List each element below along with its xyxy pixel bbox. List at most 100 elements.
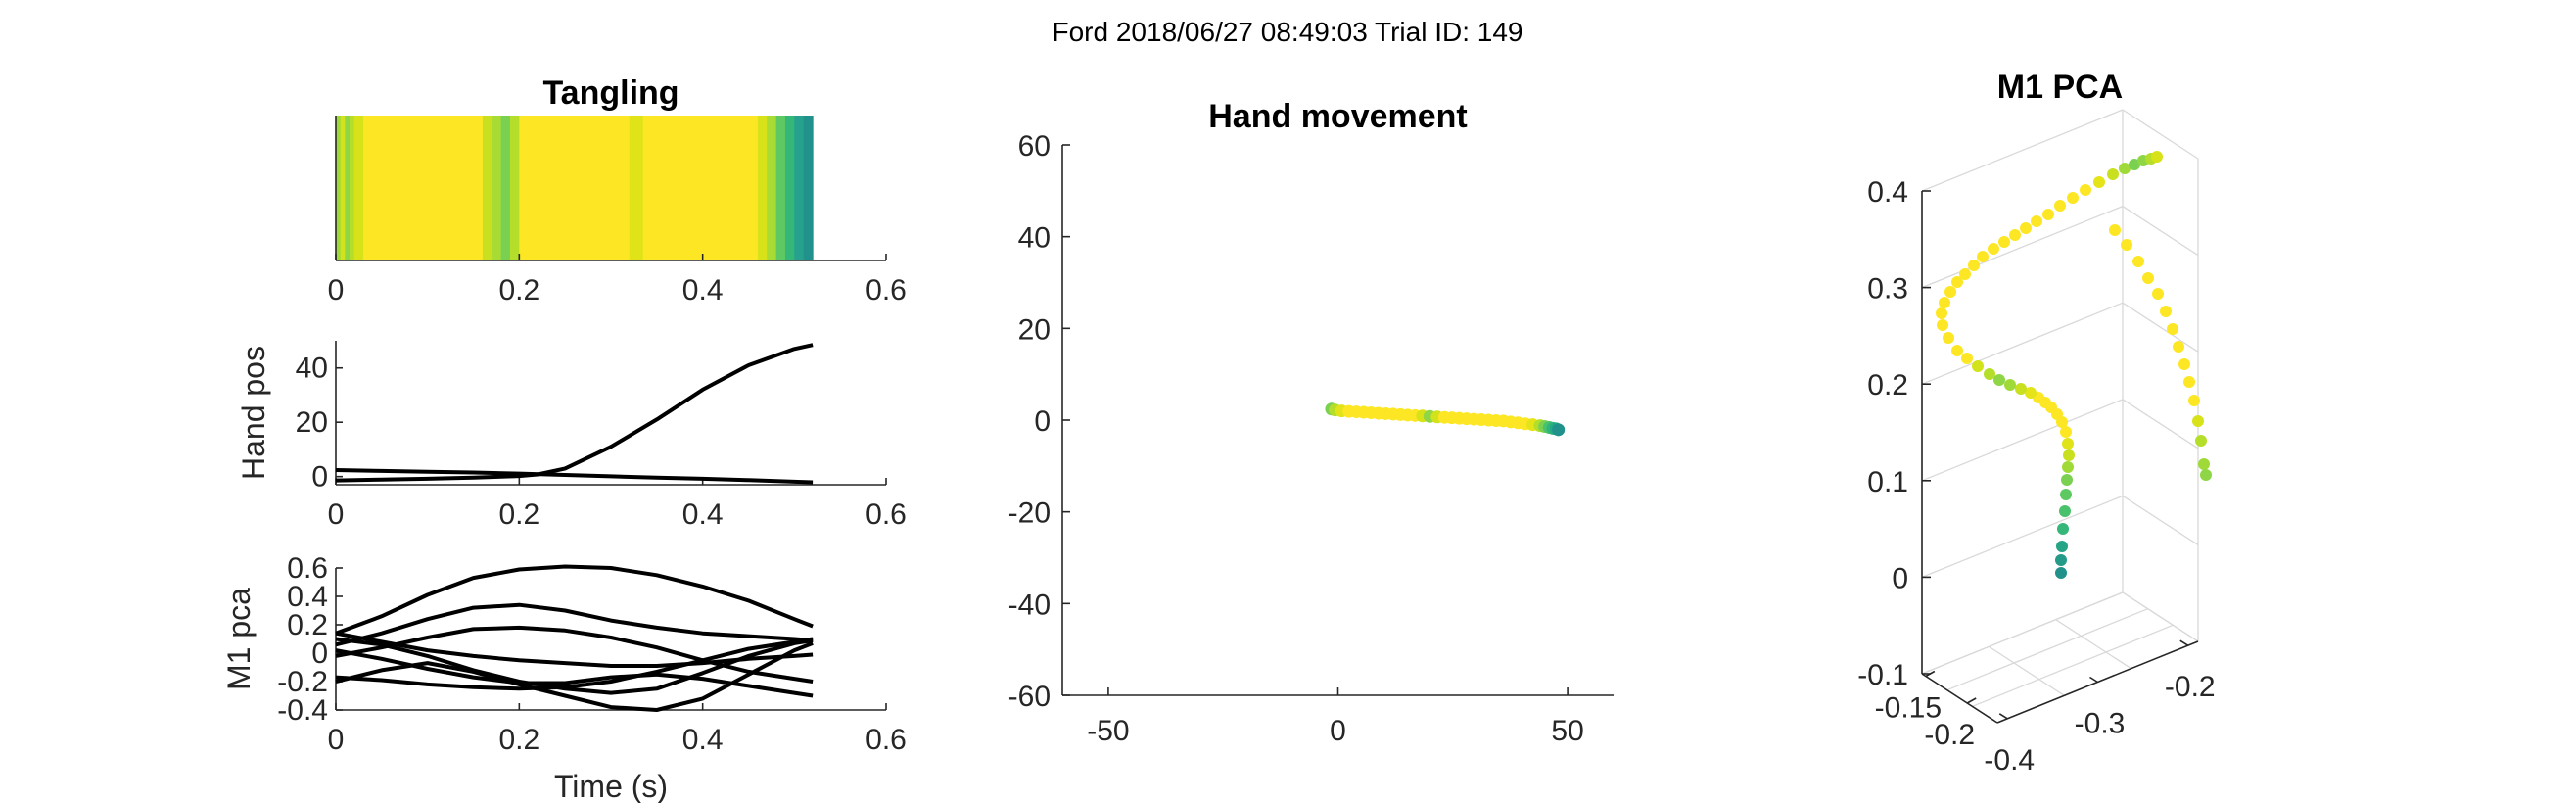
pca3d-point (1988, 243, 1999, 255)
tangling-cell (500, 116, 511, 260)
pca3d-point (1951, 345, 1963, 356)
pca3d-point (2119, 163, 2131, 174)
tangling-cell (775, 116, 786, 260)
tangling-x-tick-label: 0.4 (682, 274, 724, 307)
tangling-cell (482, 116, 492, 260)
pca3d-point (2183, 376, 2195, 388)
tangling-cell (353, 116, 364, 260)
m1-pca-series-line (335, 564, 814, 636)
pca3d-y-tick (1925, 670, 1936, 678)
pca3d-point (2198, 458, 2210, 470)
pca3d-point (1993, 374, 2005, 386)
m1-pca-series-line (335, 602, 814, 647)
pca3d-x-tick (2089, 676, 2098, 684)
pca3d-grid-line (1921, 302, 2124, 385)
pca3d-point (2042, 209, 2054, 220)
pca3d-grid-line (2122, 495, 2199, 545)
pca3d-point (2192, 415, 2204, 427)
tangling-cell (345, 116, 351, 260)
tangling-cell (363, 116, 484, 260)
hand-pos-series-line (335, 343, 814, 483)
pca3d-point (2025, 387, 2037, 399)
pca3d-z-tick-label: 0.2 (1867, 369, 1908, 402)
hand-movement-y-tick-label: -40 (1008, 589, 1051, 621)
tangling-x-tick-label: 0.6 (866, 274, 907, 307)
m1-pca-x-tick-label: 0 (328, 724, 345, 756)
m1-pca-y-tick-label: -0.2 (277, 666, 328, 698)
m1-pca-y-tick-label: 0 (311, 638, 328, 670)
hand-pos-y-label: Hand pos (236, 346, 271, 480)
hand-movement-y-tick-label: 40 (1018, 222, 1051, 255)
hand-pos-series-line (335, 468, 814, 485)
pca3d-point (2059, 505, 2071, 517)
pca3d-point (2020, 222, 2032, 234)
m1-pca-y-tick-label: 0.6 (287, 552, 328, 585)
m1-pca-y-tick-label: 0.4 (287, 581, 328, 613)
pca3d-point (2080, 184, 2091, 196)
tangling-title: Tangling (542, 74, 679, 112)
pca3d-x-tick-label: -0.2 (2165, 671, 2216, 703)
tangling-cell (784, 116, 795, 260)
tangling-x-tick-label: 0 (328, 274, 345, 307)
pca3d-title: M1 PCA (1997, 69, 2123, 106)
hand-movement-panel: -50 0 50 -60 -40 -20 0 20 40 60 Hand movement (1008, 98, 1614, 747)
hand-movement-x-tick-label: -50 (1087, 715, 1129, 747)
pca3d-y-tick-label: -0.2 (1924, 719, 1975, 751)
tangling-x-tick-label: 0.2 (498, 274, 539, 307)
pca3d-grid-line (2122, 206, 2199, 257)
pca3d-point (2015, 383, 2027, 395)
pca3d-point (1943, 332, 1954, 344)
hand-movement-point (1552, 423, 1566, 437)
m1-pca-x-label: Time (s) (554, 769, 668, 803)
pca3d-y-axis (1921, 673, 1998, 724)
pca3d-point (2060, 489, 2072, 500)
pca3d-grid-line (2122, 399, 2199, 449)
m1-pca-series-line (335, 631, 814, 668)
pca3d-point (2151, 151, 2163, 163)
pca3d-point (1951, 276, 1963, 288)
tangling-cell (642, 116, 759, 260)
hand-movement-y-tick-label: -60 (1008, 681, 1051, 713)
pca3d-point (1968, 260, 1980, 271)
pca3d-point (2067, 192, 2079, 204)
pca3d-point (2188, 395, 2200, 406)
pca3d-point (1939, 297, 1950, 308)
hand-pos-y-tick-label: 40 (296, 353, 328, 385)
m1-pca-x-tick-label: 0.4 (682, 724, 724, 756)
pca3d-point (2152, 288, 2164, 300)
pca3d-grid-line (2055, 619, 2132, 670)
m1-pca-x-tick-label: 0.6 (866, 724, 907, 756)
hand-movement-x-tick-label: 50 (1551, 715, 1583, 747)
pca3d-point (1977, 251, 1989, 262)
tangling-cell (336, 116, 342, 260)
tangling-cell (340, 116, 346, 260)
pca3d-point (1961, 353, 1973, 364)
pca3d-grid-line (1921, 591, 2124, 675)
pca3d-point (1959, 268, 1971, 280)
m1-pca-y-tick-label: -0.4 (277, 694, 328, 727)
pca3d-point (1936, 307, 1947, 319)
pca3d-point (2004, 379, 2016, 391)
hand-pos-x-tick-label: 0.4 (682, 498, 724, 531)
pca3d-point (2061, 474, 2073, 486)
pca3d-grid-line (1972, 624, 2174, 707)
figure-suptitle: Ford 2018/06/27 08:49:03 Trial ID: 149 (1053, 17, 1523, 47)
pca3d-y-tick-label: -0.15 (1875, 692, 1942, 725)
hand-pos-x-tick-label: 0 (328, 498, 345, 531)
pca3d-grid-line (1921, 109, 2124, 192)
pca3d-point (2178, 358, 2190, 370)
pca3d-point (2129, 159, 2140, 170)
pca3d-grid-line (1921, 495, 2124, 579)
hand-pos-y-tick-label: 0 (311, 461, 328, 494)
pca3d-point (2121, 239, 2132, 251)
pca3d-point (1984, 368, 1995, 380)
hand-movement-x-tick-label: 0 (1330, 715, 1346, 747)
pca3d-point (2160, 306, 2172, 317)
pca3d-point (2109, 224, 2121, 236)
m1-pca-y-tick-label: 0.2 (287, 609, 328, 641)
tangling-cell (350, 116, 355, 260)
pca3d-point (2056, 541, 2068, 552)
pca3d-point (2107, 168, 2119, 180)
pca3d-x-tick (1998, 713, 2008, 720)
